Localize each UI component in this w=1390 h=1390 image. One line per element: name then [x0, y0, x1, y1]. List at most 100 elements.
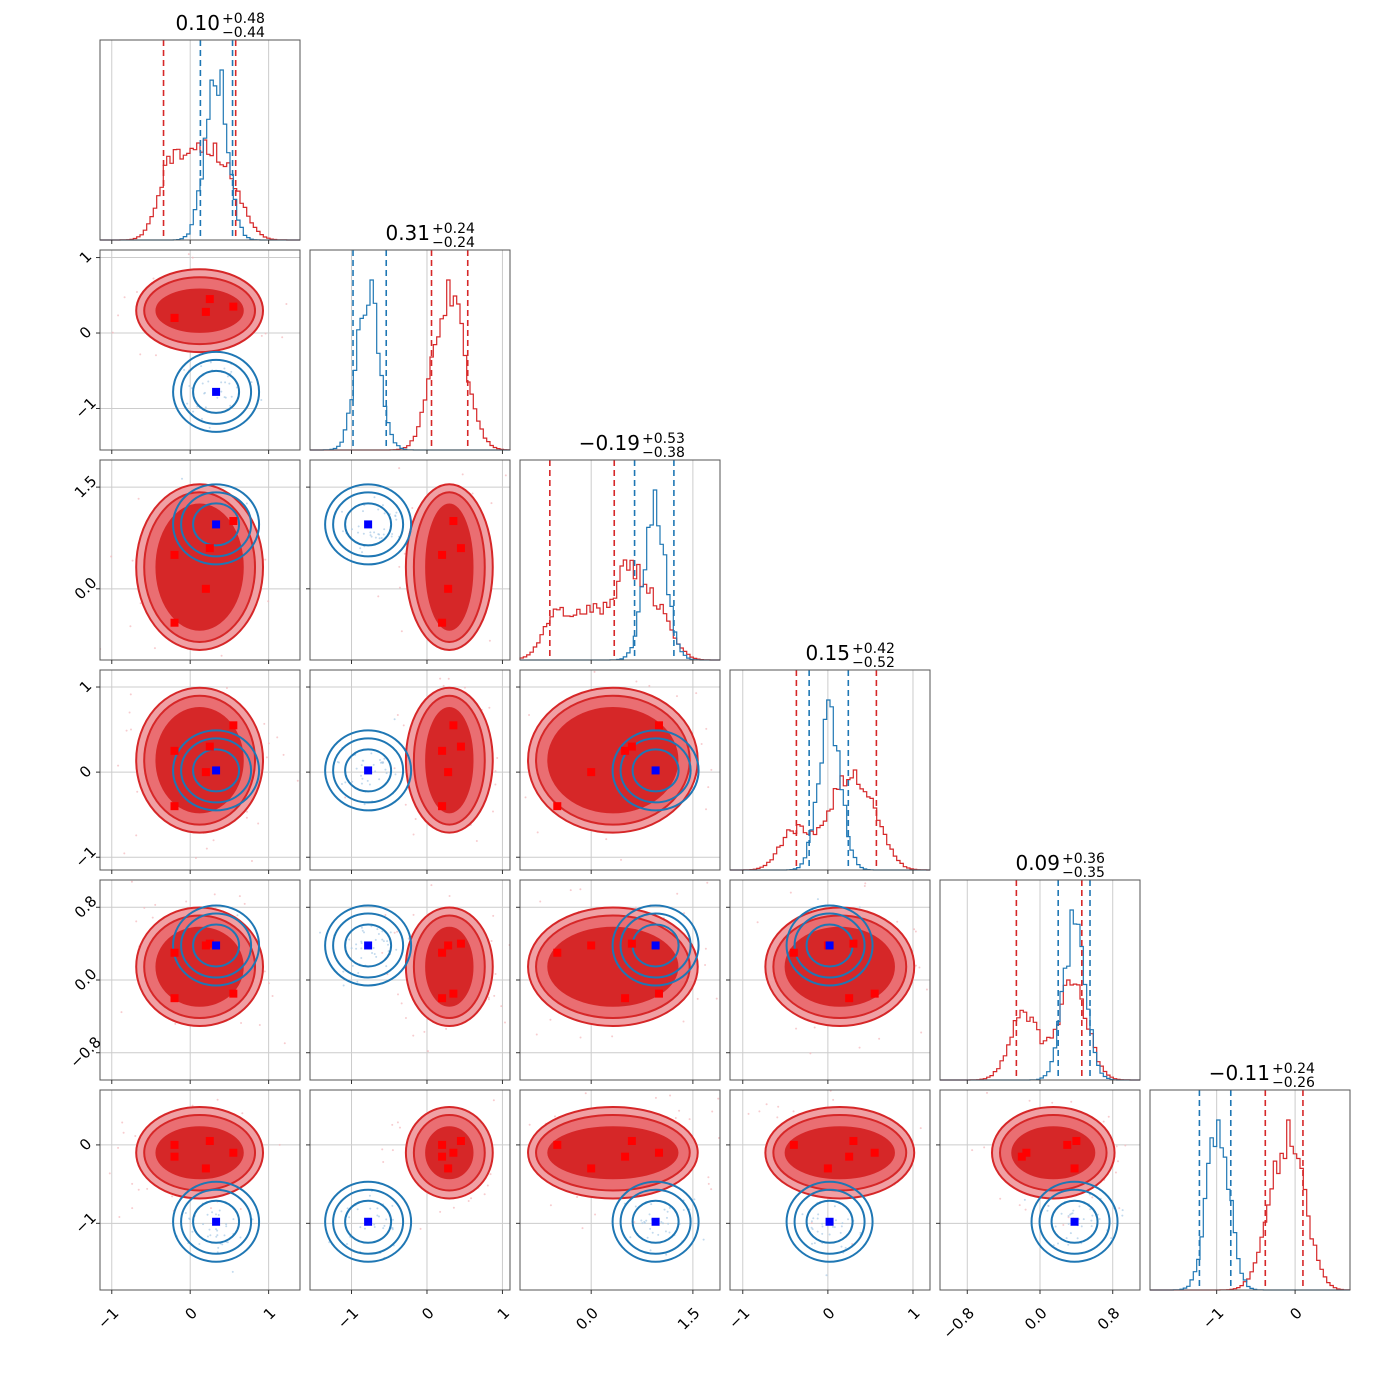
sample-point — [381, 930, 384, 933]
blue-contour-inner — [344, 1199, 393, 1244]
sample-point — [521, 667, 523, 669]
sample-point — [821, 1225, 824, 1228]
sample-point — [651, 1231, 654, 1234]
red-mode-marker — [849, 939, 858, 948]
sample-point — [789, 891, 792, 894]
blue-contour-outer — [611, 904, 700, 987]
sample-point — [648, 1213, 651, 1216]
sample-point — [398, 1126, 401, 1129]
sample-point — [236, 914, 239, 917]
x-tick-label: 0.8 — [1094, 1304, 1124, 1334]
sample-point — [496, 757, 499, 760]
red-mode-marker — [229, 302, 238, 311]
sample-point — [348, 1216, 351, 1219]
red-mode-marker — [444, 584, 453, 593]
sample-point — [1118, 1207, 1121, 1210]
sample-point — [707, 786, 710, 789]
sample-point — [925, 988, 928, 991]
sample-point — [1060, 1212, 1063, 1215]
red-mode-marker — [201, 307, 210, 316]
sample-point — [398, 565, 401, 568]
x-tick-label: −1 — [334, 1304, 362, 1332]
sample-point — [235, 386, 238, 389]
sample-point — [200, 417, 203, 420]
sample-point — [654, 1096, 657, 1099]
sample-point — [188, 384, 191, 387]
red-mode-marker — [627, 1136, 636, 1145]
sample-point — [612, 1073, 614, 1075]
sample-point — [129, 693, 132, 696]
sample-point — [154, 354, 157, 357]
sample-point — [361, 551, 364, 554]
red-mode-marker — [587, 1164, 596, 1173]
sample-point — [239, 1207, 242, 1210]
sample-point — [250, 859, 253, 862]
red-contour-inner — [155, 1126, 244, 1180]
sample-point — [1067, 1215, 1070, 1218]
histogram-title-plus: +0.53 — [642, 431, 685, 447]
sample-point — [665, 1253, 668, 1256]
sample-point — [634, 1205, 637, 1208]
sample-point — [217, 1214, 220, 1217]
red-mode-marker — [438, 618, 447, 627]
sample-point — [383, 528, 386, 531]
sample-point — [1054, 1225, 1057, 1228]
sample-point — [704, 964, 707, 967]
blue-mode-marker — [825, 1217, 834, 1226]
sample-point — [228, 437, 230, 439]
sample-point — [810, 1226, 813, 1229]
sample-point — [384, 914, 387, 917]
panel-1-2 — [306, 459, 511, 686]
sample-point — [220, 381, 223, 384]
red-mode-marker — [627, 742, 636, 751]
sample-point — [360, 947, 363, 950]
sample-point — [650, 1203, 653, 1206]
sample-point — [500, 1005, 503, 1008]
sample-point — [344, 796, 347, 799]
sample-point — [341, 530, 344, 533]
sample-point — [412, 913, 415, 916]
red-mode-marker — [170, 802, 179, 811]
sample-point — [828, 1233, 831, 1236]
sample-point — [1065, 1237, 1068, 1240]
sample-point — [640, 1219, 643, 1222]
blue-mode-marker — [212, 387, 221, 396]
blue-mode-marker — [364, 1217, 373, 1226]
sample-point — [120, 1011, 123, 1014]
sample-point — [357, 525, 360, 528]
sample-point — [184, 1211, 187, 1214]
sample-point — [634, 906, 637, 909]
sample-point — [276, 736, 279, 739]
sample-point — [495, 721, 497, 723]
sample-point — [440, 684, 442, 686]
sample-point — [539, 900, 542, 903]
sample-point — [137, 1188, 140, 1191]
red-mode-marker — [205, 295, 214, 304]
sample-point — [1047, 1205, 1050, 1208]
sample-point — [373, 1225, 376, 1228]
sample-point — [394, 773, 397, 776]
sample-point — [833, 1205, 836, 1208]
red-mode-marker — [654, 721, 663, 730]
sample-point — [264, 332, 267, 335]
sample-point — [363, 931, 366, 934]
red-mode-marker — [449, 721, 458, 730]
sample-point — [657, 1233, 660, 1236]
sample-point — [129, 625, 132, 628]
sample-point — [344, 781, 347, 784]
panel-0-5 — [96, 1089, 301, 1294]
y-tick-label: −1 — [71, 1209, 99, 1237]
sample-point — [346, 964, 348, 966]
red-mode-marker — [205, 1136, 214, 1145]
sample-point — [400, 630, 403, 633]
sample-point — [376, 1207, 379, 1210]
sample-point — [494, 770, 497, 773]
sample-point — [395, 518, 398, 521]
histogram-title-median: 0.31 — [385, 221, 430, 245]
sample-point — [391, 533, 394, 536]
sample-point — [717, 1097, 720, 1100]
sample-point — [263, 722, 266, 725]
blue-contour-outer — [324, 729, 413, 812]
y-tick-label: 0 — [76, 1135, 95, 1154]
sample-point — [123, 296, 126, 299]
